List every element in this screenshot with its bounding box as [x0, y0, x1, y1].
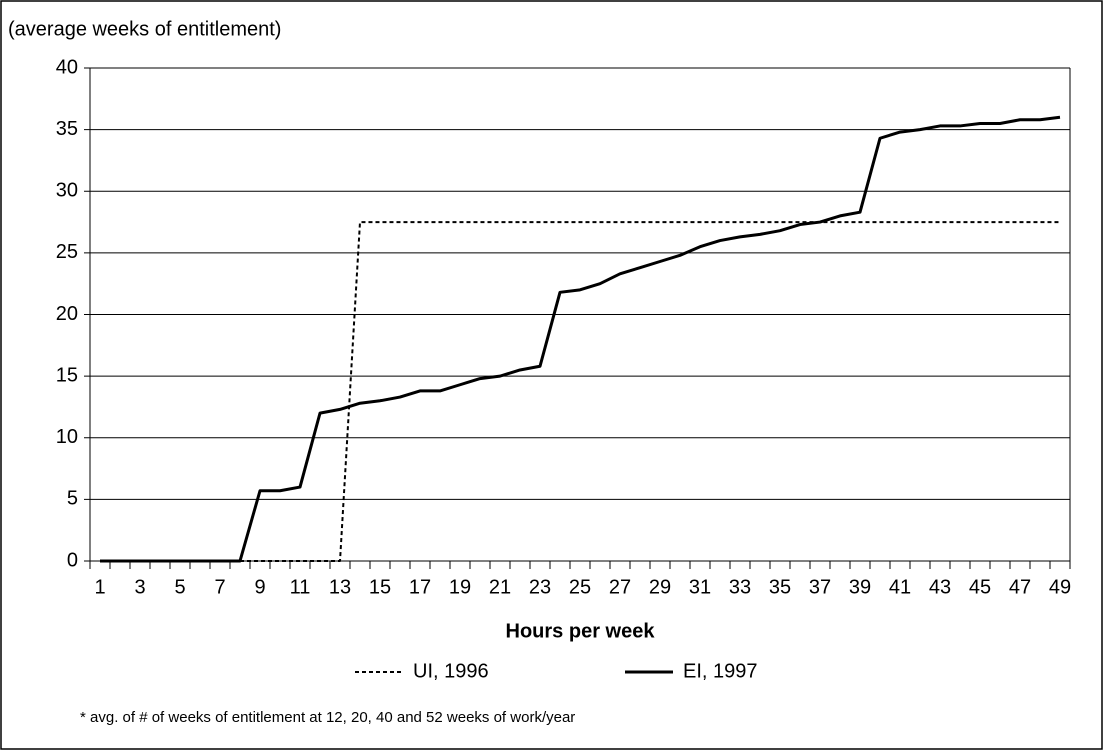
y-axis-label: (average weeks of entitlement) [8, 18, 281, 40]
x-tick-label: 7 [214, 576, 225, 598]
x-tick-label: 47 [1009, 576, 1031, 598]
x-tick-label: 45 [969, 576, 991, 598]
x-tick-label: 37 [809, 576, 831, 598]
x-tick-label: 49 [1049, 576, 1071, 598]
y-tick-label: 5 [67, 488, 78, 510]
x-tick-label: 41 [889, 576, 911, 598]
y-tick-label: 20 [56, 303, 78, 325]
x-tick-label: 31 [689, 576, 711, 598]
series-line [100, 115, 1061, 563]
x-tick-label: 5 [174, 576, 185, 598]
x-axis-label: Hours per week [506, 620, 656, 642]
y-tick-label: 25 [56, 241, 78, 263]
y-tick-label: 40 [56, 56, 78, 78]
x-tick-label: 35 [769, 576, 791, 598]
x-tick-label: 43 [929, 576, 951, 598]
x-tick-label: 23 [529, 576, 551, 598]
x-tick-label: 33 [729, 576, 751, 598]
x-tick-label: 29 [649, 576, 671, 598]
y-tick-label: 0 [67, 549, 78, 571]
x-tick-label: 19 [449, 576, 471, 598]
y-tick-label: 35 [56, 118, 78, 140]
y-tick-label: 30 [56, 180, 78, 202]
x-tick-label: 15 [369, 576, 391, 598]
y-tick-label: 15 [56, 364, 78, 386]
legend-label: UI, 1996 [413, 660, 489, 682]
x-tick-label: 3 [134, 576, 145, 598]
legend-label: EI, 1997 [683, 660, 758, 682]
x-tick-label: 17 [409, 576, 431, 598]
x-tick-label: 9 [254, 576, 265, 598]
x-tick-label: 39 [849, 576, 871, 598]
series-line [100, 221, 1060, 562]
x-tick-label: 21 [489, 576, 511, 598]
x-tick-label: 25 [569, 576, 591, 598]
y-tick-label: 10 [56, 426, 78, 448]
x-tick-label: 13 [329, 576, 351, 598]
x-tick-label: 11 [290, 576, 311, 598]
footnote: * avg. of # of weeks of entitlement at 1… [80, 709, 575, 726]
x-tick-label: 1 [94, 576, 105, 598]
x-tick-label: 27 [609, 576, 631, 598]
